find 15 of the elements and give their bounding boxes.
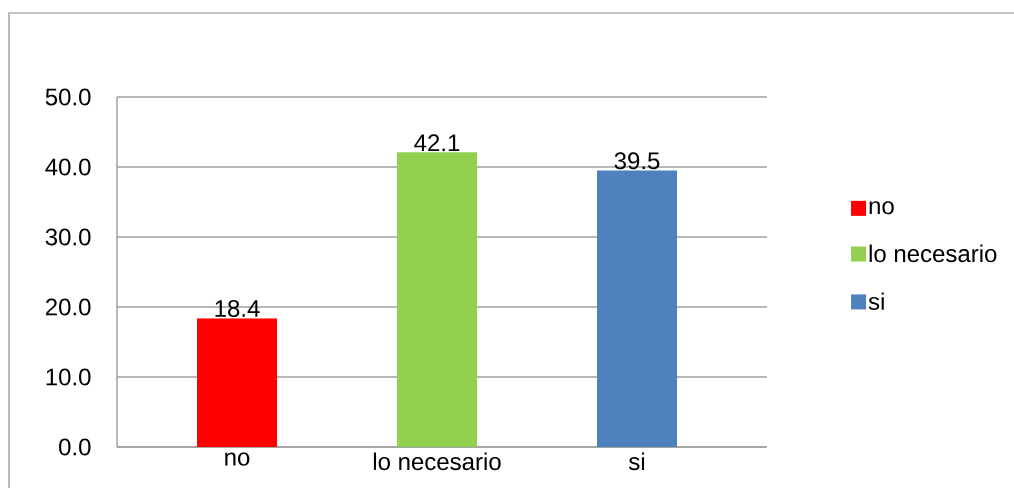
y-tick-label: 20.0 <box>45 298 91 316</box>
legend-label: lo necesario <box>869 244 997 263</box>
x-tick-label: si <box>629 452 645 471</box>
y-tick-label: 30.0 <box>45 228 91 246</box>
y-tick-label: 10.0 <box>46 368 91 386</box>
legend-label: si <box>868 292 884 311</box>
y-tick-label: 50.0 <box>45 88 91 106</box>
y-tick-label: 40.0 <box>45 158 91 176</box>
legend-label: no <box>869 201 894 215</box>
x-tick-label: no <box>225 452 250 466</box>
y-tick-label: 0.0 <box>59 438 91 456</box>
data-label: 18.4 <box>215 300 260 317</box>
data-label: 39.5 <box>614 152 660 170</box>
data-label: 42.1 <box>414 134 460 152</box>
x-tick-label: lo necesario <box>373 452 501 471</box>
